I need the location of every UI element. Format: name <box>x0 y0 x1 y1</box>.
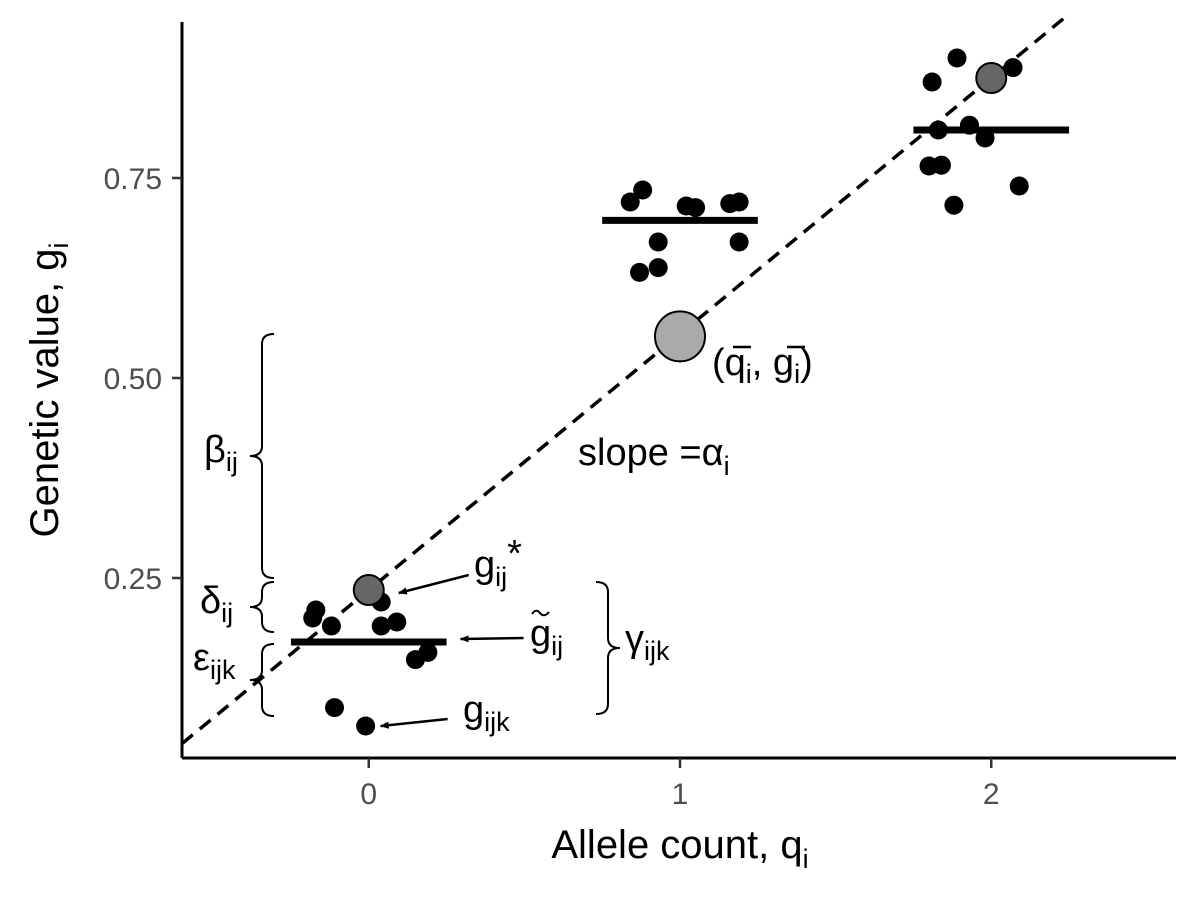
beta-brace <box>249 333 275 579</box>
data-point-8 <box>325 698 345 718</box>
predicted-point-0 <box>352 574 385 606</box>
delta-label: δij <box>200 580 233 628</box>
mean-point-label: (qi, gi) <box>712 342 813 389</box>
y-tick-label-0: 0.25 <box>104 563 162 596</box>
data-point-19 <box>648 258 668 278</box>
data-point-5 <box>387 612 407 632</box>
data-point-10 <box>620 192 640 212</box>
x-tick-label-1: 1 <box>672 778 689 811</box>
x-axis-title: Allele count, qi <box>551 823 808 874</box>
y-tick-label-2: 0.75 <box>104 163 162 196</box>
data-point-3 <box>371 616 391 636</box>
data-point-18 <box>630 262 650 282</box>
mean-point <box>654 310 706 363</box>
gtilde-label: gij <box>530 613 563 661</box>
tilde-mark <box>531 609 550 617</box>
y-axis-title: Genetic value, gi <box>23 242 74 537</box>
data-point-13 <box>686 198 706 218</box>
gtilde-arrow <box>459 635 524 643</box>
delta-brace <box>249 581 275 633</box>
data-point-9 <box>356 716 376 736</box>
data-point-16 <box>648 232 668 252</box>
data-point-20 <box>922 72 942 92</box>
gijk-label: gijk <box>463 689 510 737</box>
predicted-point-1 <box>975 62 1008 94</box>
y-tick-label-1: 0.50 <box>104 363 162 396</box>
x-tick-label-2: 2 <box>983 778 1000 811</box>
data-point-17 <box>729 232 749 252</box>
data-point-1 <box>306 600 326 620</box>
gijk-arrow <box>379 717 448 729</box>
gamma-label: γijk <box>625 618 670 666</box>
data-point-11 <box>633 180 653 200</box>
epsilon-label: εijk <box>193 637 236 685</box>
x-tick-label-0: 0 <box>360 778 377 811</box>
data-point-28 <box>1009 176 1029 196</box>
data-point-2 <box>321 616 341 636</box>
annotation-layer <box>249 333 621 729</box>
data-point-29 <box>944 195 964 215</box>
data-point-15 <box>729 192 749 212</box>
data-point-7 <box>418 642 438 662</box>
gstar-arrow <box>397 573 470 595</box>
data-point-27 <box>931 155 951 175</box>
beta-label: βij <box>204 429 238 477</box>
gstar-label: gij* <box>474 533 522 592</box>
axes-layer: 0 1 2 0.25 0.50 0.75 <box>104 22 1176 811</box>
data-point-22 <box>1003 58 1023 78</box>
data-point-21 <box>947 48 967 68</box>
epsilon-brace <box>249 643 275 717</box>
slope-label: slope =αi <box>578 432 730 481</box>
gamma-brace <box>595 581 621 715</box>
data-layer <box>182 18 1070 745</box>
